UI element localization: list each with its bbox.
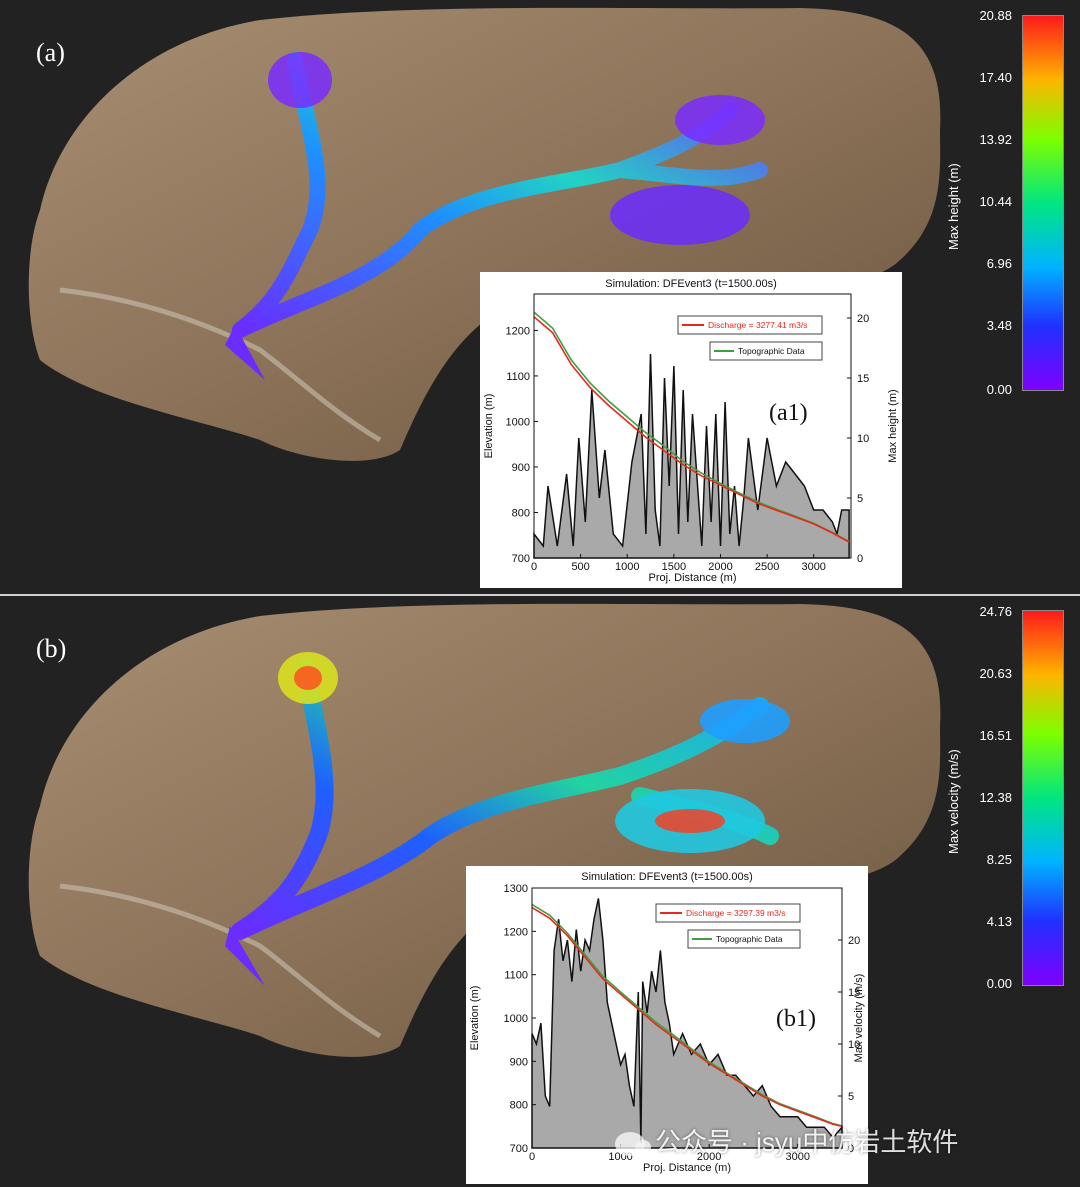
colorbar-title: Max height (m)	[946, 163, 961, 250]
y-tick-label: 900	[512, 462, 530, 474]
terrain-map	[28, 603, 941, 1057]
legend-label: Discharge = 3277.41 m3/s	[708, 320, 807, 330]
colorbar-tick: 12.38	[979, 790, 1012, 805]
y2-tick-label: 20	[857, 313, 869, 325]
terrain-map	[28, 7, 941, 461]
y-tick-label: 1300	[504, 883, 528, 895]
y2-tick-label: 0	[848, 1143, 854, 1155]
panel-label: (a)	[36, 38, 65, 67]
y2-tick-label: 5	[857, 493, 863, 505]
panel-label: (b)	[36, 634, 67, 663]
panel-max-velocity: (b) 24.76 20.63 16.51 12.38 8.25 4.13 0.…	[0, 596, 1080, 1187]
x-tick-label: 0	[529, 1151, 535, 1163]
panel-max-height: (a) 20.88 17.40 13.92 10.44 6.96 3.48 0.…	[28, 7, 1064, 588]
y-tick-label: 800	[512, 507, 530, 519]
x-tick-label: 3000	[801, 561, 825, 573]
y-tick-label: 1000	[506, 416, 530, 428]
plot-frame	[533, 293, 852, 559]
y2-tick-label: 20	[848, 935, 860, 947]
colorbar-tick: 16.51	[979, 728, 1012, 743]
inset-title: Simulation: DFEvent3 (t=1500.00s)	[581, 871, 753, 883]
colorbar-tick: 20.63	[979, 666, 1012, 681]
y-axis-label: Elevation (m)	[469, 986, 481, 1051]
colorbar	[1022, 15, 1064, 391]
profile-inset: Simulation: DFEvent3 (t=1500.00s) 0 1000 2…	[466, 866, 868, 1184]
profile-chart: 0 500 1000 1500 2000 2500 3000 700 800 900 1000 110…	[483, 293, 899, 584]
y-tick-label: 900	[510, 1056, 528, 1068]
legend-label: Topographic Data	[738, 346, 805, 356]
wechat-icon	[615, 1132, 651, 1157]
colorbar-tick: 13.92	[979, 132, 1012, 147]
y-tick-label: 700	[512, 553, 530, 565]
y2-tick-label: 10	[857, 433, 869, 445]
x-tick-label: 2000	[697, 1151, 721, 1163]
discharge-line	[533, 316, 850, 543]
inset-label: (a1)	[769, 400, 808, 426]
y-tick-label: 800	[510, 1100, 528, 1112]
inset-label: (b1)	[776, 1006, 816, 1032]
colorbar-tick: 0.00	[986, 382, 1012, 397]
x-axis-label: Proj. Distance (m)	[643, 1162, 731, 1174]
panel-divider	[0, 594, 1080, 596]
y-tick-label: 1200	[504, 926, 528, 938]
discharge-line	[531, 906, 843, 1128]
legend-label: Discharge = 3297.39 m3/s	[686, 908, 785, 918]
profile-chart: 0 1000 2000 3000700800900100011001200130005…	[469, 883, 865, 1174]
y-tick-label: 1100	[504, 970, 528, 982]
x-tick-label: 3000	[785, 1151, 809, 1163]
legend-box	[655, 903, 801, 923]
x-tick-label: 500	[571, 561, 589, 573]
legend-box	[709, 341, 823, 361]
profile-series-area	[533, 353, 850, 559]
legend-label: Topographic Data	[716, 934, 783, 944]
y2-tick-label: 15	[857, 373, 869, 385]
colorbar-tick: 24.76	[979, 604, 1012, 619]
profile-inset: Simulation: DFEvent3 (t=1500.00s) 0 500 10…	[480, 272, 902, 588]
x-tick-label: 2000	[708, 561, 732, 573]
y2-tick-label: 0	[857, 553, 863, 565]
x-tick-label: 2500	[755, 561, 779, 573]
flow-channel	[232, 52, 768, 338]
colorbar-tick: 3.48	[986, 318, 1012, 333]
inset-title: Simulation: DFEvent3 (t=1500.00s)	[605, 278, 777, 290]
colorbar-title: Max velocity (m/s)	[946, 749, 961, 854]
y-tick-label: 1100	[506, 371, 530, 383]
y2-axis-label: Max velocity (m/s)	[853, 974, 865, 1063]
legend-box	[687, 929, 801, 949]
colorbar	[1022, 610, 1064, 986]
y-tick-label: 1000	[504, 1013, 528, 1025]
y-tick-label: 700	[510, 1143, 528, 1155]
y2-tick-label: 5	[848, 1091, 854, 1103]
y2-axis-label: Max height (m)	[887, 389, 899, 462]
colorbar-tick: 8.25	[986, 852, 1012, 867]
y-tick-label: 1200	[506, 325, 530, 337]
colorbar-tick: 0.00	[986, 976, 1012, 991]
y-axis-label: Elevation (m)	[483, 394, 495, 459]
profile-series-area	[531, 898, 843, 1149]
x-tick-label: 1000	[615, 561, 639, 573]
y2-tick-label: 10	[848, 1039, 860, 1051]
colorbar-tick: 10.44	[979, 194, 1012, 209]
colorbar-tick: 20.88	[979, 8, 1012, 23]
watermark: 公众号 · jsyu中仿岩土软件	[615, 1122, 958, 1159]
legend-box	[677, 315, 823, 335]
y2-tick-label: 15	[848, 987, 860, 999]
x-axis-label: Proj. Distance (m)	[648, 572, 736, 584]
x-tick-label: 1500	[662, 561, 686, 573]
colorbar-tick: 6.96	[986, 256, 1012, 271]
colorbar-tick: 4.13	[986, 914, 1012, 929]
topographic-line	[531, 903, 843, 1127]
colorbar-tick: 17.40	[979, 70, 1012, 85]
x-tick-label: 0	[531, 561, 537, 573]
